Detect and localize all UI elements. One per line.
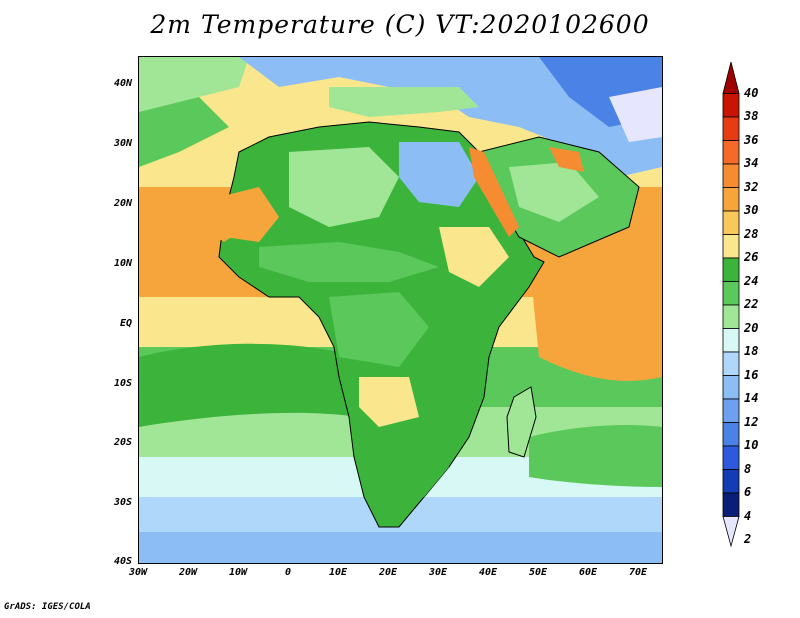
colorbar-swatch — [722, 210, 740, 235]
colorbar-label: 32 — [744, 179, 759, 194]
colorbar-label: 4 — [744, 508, 752, 523]
x-tick-20e: 20E — [378, 567, 398, 578]
congo-green — [329, 292, 429, 367]
colorbar-swatch — [722, 375, 740, 400]
footer-credit: GrADS: IGES/COLA — [4, 602, 91, 612]
colorbar-label: 28 — [744, 226, 759, 241]
indian-ocean-warm — [529, 257, 662, 381]
southern-africa — [364, 437, 449, 507]
x-tick-20w: 20W — [178, 567, 198, 578]
x-tick-30w: 30W — [128, 567, 148, 578]
colorbar-label: 36 — [744, 132, 759, 147]
colorbar-label: 40 — [744, 85, 759, 100]
north-atlantic-cool — [139, 97, 229, 167]
sahara-central — [289, 147, 399, 227]
map-canvas — [139, 57, 662, 563]
colorbar-label: 22 — [744, 297, 759, 311]
colorbar-swatch — [722, 140, 740, 165]
colorbar-label: 26 — [744, 250, 759, 264]
colorbar-swatch — [722, 328, 740, 353]
temperature-map — [138, 56, 663, 564]
colorbar-swatch — [722, 304, 740, 329]
y-tick-30n: 30N — [113, 138, 132, 149]
x-tick-40e: 40E — [478, 567, 498, 578]
x-tick-10w: 10W — [228, 567, 248, 578]
colorbar-swatch — [722, 445, 740, 470]
y-tick-40n: 40N — [113, 78, 132, 89]
colorbar-label: 8 — [744, 461, 752, 476]
angola-warm — [359, 377, 419, 427]
colorbar-bottom-arrow — [722, 516, 740, 548]
colorbar-swatch — [722, 351, 740, 376]
madagascar — [506, 386, 537, 458]
colorbar-swatch — [722, 163, 740, 188]
colorbar — [722, 61, 740, 548]
gulf-hot — [549, 147, 584, 172]
colorbar-label: 2 — [744, 532, 752, 546]
y-tick-20s: 20S — [113, 437, 132, 448]
west-africa-coast-hot — [209, 197, 239, 242]
ocean-band-south-5 — [139, 532, 662, 563]
y-tick-40s: 40S — [113, 556, 132, 567]
colorbar-swatch — [722, 422, 740, 447]
y-tick-10n: 10N — [113, 258, 132, 269]
sahara-east — [399, 142, 479, 207]
europe-cold — [239, 57, 662, 177]
colorbar-label: 12 — [744, 414, 759, 429]
colorbar-swatch — [722, 492, 740, 517]
x-tick-30e: 30E — [428, 567, 448, 578]
colorbar-label: 24 — [744, 273, 759, 288]
x-tick-70e: 70E — [628, 567, 648, 578]
colorbar-label: 6 — [744, 485, 752, 499]
colorbar-swatch — [722, 257, 740, 282]
y-tick-eq: EQ — [119, 318, 132, 329]
x-tick-0: 0 — [284, 567, 292, 578]
east-africa-warm — [439, 227, 509, 287]
colorbar-swatch — [722, 469, 740, 494]
himalaya-cold — [609, 87, 662, 142]
colorbar-swatch — [722, 187, 740, 212]
colorbar-label: 10 — [744, 438, 759, 452]
north-atlantic-green — [139, 57, 249, 112]
colorbar-label: 30 — [744, 203, 759, 217]
red-sea-hot — [469, 147, 519, 237]
y-tick-10s: 10S — [113, 378, 132, 389]
colorbar-label: 34 — [744, 156, 759, 170]
colorbar-swatch — [722, 398, 740, 423]
arabia-interior — [509, 162, 599, 222]
colorbar-label: 14 — [744, 391, 759, 405]
y-tick-20n: 20N — [113, 198, 132, 209]
colorbar-swatch — [722, 93, 740, 118]
south-indian-green — [529, 425, 662, 487]
sahel-warm — [259, 242, 439, 282]
colorbar-swatch — [722, 281, 740, 306]
colorbar-label: 38 — [744, 109, 759, 123]
colorbar-label: 16 — [744, 367, 759, 382]
mediterranean — [329, 87, 479, 117]
colorbar-label: 18 — [744, 344, 759, 358]
colorbar-swatch — [722, 234, 740, 259]
chart-title: 2m Temperature (C) VT:2020102600 — [150, 10, 650, 39]
y-tick-30s: 30S — [113, 497, 132, 508]
x-tick-60e: 60E — [578, 567, 598, 578]
x-tick-50e: 50E — [528, 567, 548, 578]
colorbar-top-arrow — [722, 61, 740, 94]
south-atlantic-gyre — [139, 343, 359, 427]
colorbar-label: 20 — [744, 320, 759, 335]
x-tick-10e: 10E — [328, 567, 348, 578]
colorbar-swatch — [722, 116, 740, 141]
